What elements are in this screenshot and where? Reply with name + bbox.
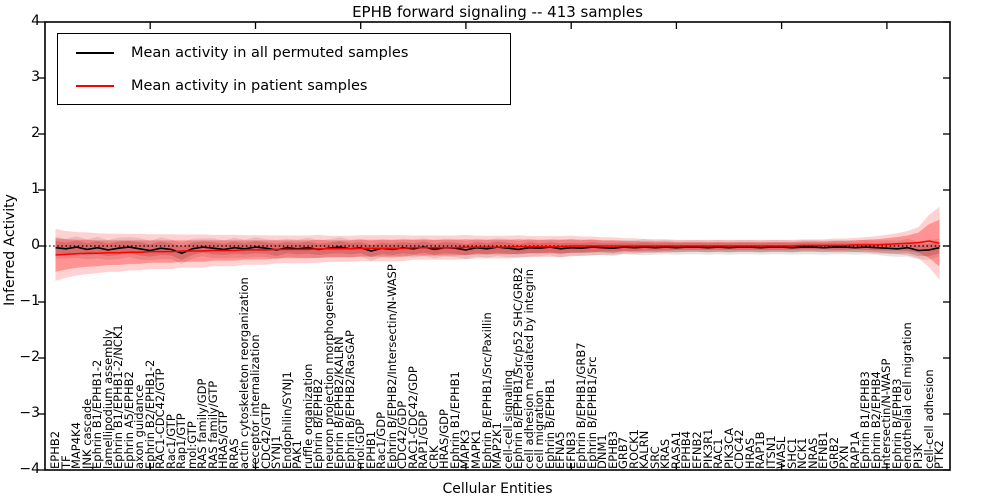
x-tick-label: PTK2 — [932, 440, 946, 469]
chart-title: EPHB forward signaling -- 413 samples — [352, 3, 643, 21]
legend-line-permuted-icon — [76, 51, 114, 54]
legend-line-patient-icon — [76, 84, 114, 87]
y-tick-label: 1 — [31, 181, 40, 197]
y-tick-label: −3 — [19, 405, 40, 421]
legend-label-permuted: Mean activity in all permuted samples — [131, 44, 409, 61]
y-tick-label: −2 — [19, 349, 40, 365]
legend: Mean activity in all permuted samples Me… — [57, 33, 511, 105]
legend-entry-patient: Mean activity in patient samples — [58, 72, 510, 100]
y-tick-label: −4 — [19, 461, 40, 477]
y-tick-label: 0 — [31, 237, 40, 253]
y-tick-label: 2 — [31, 125, 40, 141]
legend-label-patient: Mean activity in patient samples — [131, 77, 368, 94]
y-tick-label: 4 — [31, 13, 40, 29]
y-tick-label: −1 — [19, 293, 40, 309]
legend-entry-permuted: Mean activity in all permuted samples — [58, 39, 510, 67]
y-tick-label: 3 — [31, 69, 40, 85]
x-axis-label: Cellular Entities — [442, 481, 553, 497]
